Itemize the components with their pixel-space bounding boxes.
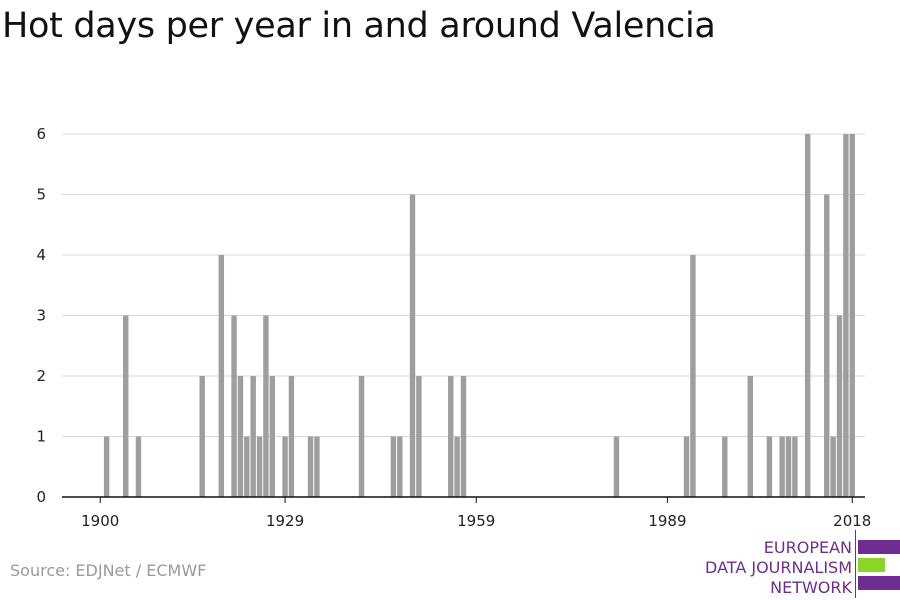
bar-2007 <box>779 436 785 497</box>
bar-1998 <box>722 436 728 497</box>
source-note: Source: EDJNet / ECMWF <box>10 561 207 580</box>
logo-bar-bottom <box>858 576 900 590</box>
bars <box>103 134 855 497</box>
bar-2005 <box>766 436 773 497</box>
bar-2002 <box>747 376 753 497</box>
x-tick-label: 1929 <box>266 512 304 530</box>
logo-line-2: DATA JOURNALISM <box>705 558 852 577</box>
bar-1923 <box>244 436 250 497</box>
bar-2017 <box>843 134 849 497</box>
bar-1981 <box>613 436 620 497</box>
bar-1941 <box>358 376 365 497</box>
bar-1906 <box>135 436 142 497</box>
bar-1925 <box>256 436 263 497</box>
y-tick-label: 4 <box>36 246 46 264</box>
bar-2018 <box>849 134 855 497</box>
bar-2015 <box>830 436 836 497</box>
bar-1956 <box>454 436 460 497</box>
y-tick-label: 2 <box>36 367 46 385</box>
bar-1992 <box>683 436 690 497</box>
bar-1901 <box>103 436 110 497</box>
logo-text: EUROPEAN DATA JOURNALISM NETWORK <box>705 538 852 598</box>
x-tick-label: 1900 <box>81 512 119 530</box>
logo-line-1: EUROPEAN <box>763 538 852 557</box>
bar-2011 <box>804 134 811 497</box>
bar-2008 <box>785 436 792 497</box>
bar-1933 <box>307 436 314 497</box>
logo-line-3: NETWORK <box>770 578 852 597</box>
bar-1957 <box>460 376 467 497</box>
logo-bar-middle <box>858 558 885 572</box>
bar-1922 <box>237 376 244 497</box>
bar-1946 <box>390 436 397 497</box>
bar-1949 <box>409 194 416 497</box>
bar-1916 <box>199 376 205 497</box>
bar-2016 <box>836 315 843 497</box>
bar-1950 <box>416 376 422 497</box>
x-tick-label: 1959 <box>457 512 495 530</box>
axes: 0 1 2 3 4 5 6 1900 1929 1959 1989 2018 <box>36 125 871 530</box>
edjnet-logo[interactable]: EUROPEAN DATA JOURNALISM NETWORK <box>700 530 900 598</box>
y-tick-label: 3 <box>36 307 46 325</box>
bar-1924 <box>250 376 256 497</box>
bar-1934 <box>314 436 320 497</box>
y-tick-label: 6 <box>36 125 46 143</box>
x-tick-label: 2018 <box>833 512 871 530</box>
y-tick-label: 0 <box>36 488 46 506</box>
x-tick-label: 1989 <box>648 512 686 530</box>
bar-1993 <box>690 255 696 497</box>
bar-2014 <box>824 194 830 497</box>
bar-1930 <box>288 376 295 497</box>
bar-1929 <box>282 436 288 497</box>
bar-1927 <box>269 376 276 497</box>
logo-bar-top <box>858 540 900 554</box>
y-tick-label: 5 <box>36 186 46 204</box>
bar-1955 <box>448 376 454 497</box>
bar-1919 <box>218 255 225 497</box>
bar-1904 <box>123 315 129 497</box>
logo-divider <box>855 530 856 598</box>
bar-1947 <box>397 436 403 497</box>
bar-1926 <box>263 315 269 497</box>
y-tick-label: 1 <box>36 428 46 446</box>
bar-2009 <box>792 436 798 497</box>
chart-title: Hot days per year in and around Valencia <box>2 6 716 46</box>
bar-1921 <box>231 315 237 497</box>
